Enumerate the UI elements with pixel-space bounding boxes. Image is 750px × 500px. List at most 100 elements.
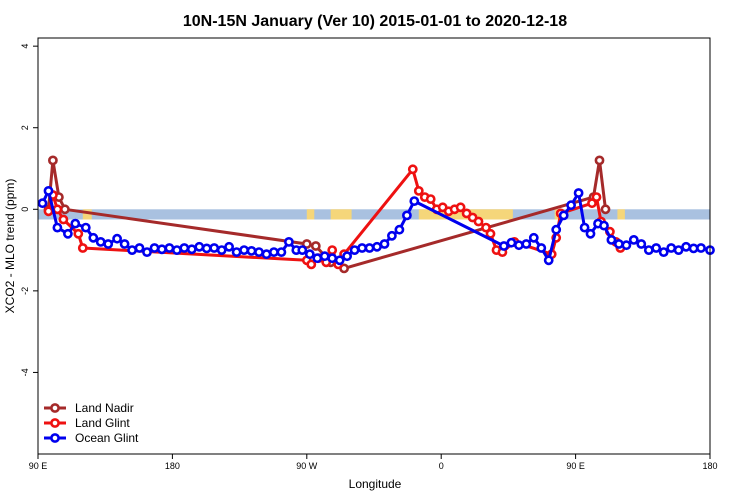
data-point-ocean-glint: [134, 243, 145, 253]
data-point-ocean-glint: [119, 239, 130, 249]
y-tick-label: -4: [20, 368, 30, 376]
data-point-ocean-glint: [372, 241, 382, 252]
data-point-ocean-glint: [43, 185, 54, 196]
data-point-land-glint: [455, 202, 466, 213]
data-point-ocean-glint: [156, 244, 167, 255]
data-point-ocean-glint: [681, 241, 691, 252]
data-point-land-glint: [591, 192, 602, 202]
data-point-land-glint: [587, 198, 597, 209]
data-point-ocean-glint: [276, 247, 287, 257]
legend-label-land-nadir: Land Nadir: [75, 401, 134, 415]
y-tick-label: 2: [20, 125, 30, 130]
data-point-ocean-glint: [216, 245, 227, 255]
data-point-ocean-glint: [95, 236, 106, 247]
data-point-land-nadir: [301, 239, 312, 249]
data-point-ocean-glint: [394, 224, 405, 235]
data-point-ocean-glint: [231, 247, 242, 257]
land-band-segment: [306, 209, 315, 220]
x-tick-label: 90 E: [29, 461, 48, 471]
x-tick-label: 0: [439, 461, 444, 471]
data-point-ocean-glint: [536, 243, 547, 253]
data-point-land-nadir: [60, 204, 70, 215]
data-point-ocean-glint: [164, 243, 175, 253]
land-band-segment: [330, 209, 352, 220]
x-tick-label: 180: [702, 461, 717, 471]
data-point-land-glint: [485, 228, 496, 239]
data-point-ocean-glint: [327, 253, 338, 264]
data-point-ocean-glint: [579, 222, 590, 233]
data-point-ocean-glint: [179, 243, 190, 253]
data-point-ocean-glint: [673, 245, 684, 255]
data-point-ocean-glint: [209, 243, 220, 253]
data-point-land-glint: [77, 243, 88, 253]
data-point-land-glint: [327, 245, 338, 255]
x-tick-label: 90 E: [566, 461, 585, 471]
data-point-ocean-glint: [349, 245, 360, 255]
data-point-ocean-glint: [364, 243, 375, 253]
data-point-ocean-glint: [599, 220, 609, 231]
y-axis: 4 2 0 -2 -4: [20, 44, 38, 376]
data-point-land-nadir: [48, 155, 58, 166]
data-point-ocean-glint: [651, 243, 662, 253]
data-point-ocean-glint: [566, 200, 576, 211]
y-tick-label: 4: [20, 44, 30, 49]
data-point-ocean-glint: [528, 232, 539, 243]
data-point-ocean-glint: [37, 198, 48, 209]
x-axis: 90 E 180 90 W 0 90 E 180: [29, 454, 718, 471]
data-point-ocean-glint: [401, 210, 412, 221]
land-band-segment: [617, 209, 625, 220]
data-point-ocean-glint: [239, 245, 249, 255]
series-ocean-glint: [37, 185, 715, 266]
legend-swatch-marker-land-glint: [50, 418, 60, 428]
data-point-ocean-glint: [658, 247, 669, 257]
data-point-land-glint: [407, 164, 418, 175]
data-point-ocean-glint: [103, 239, 114, 249]
data-point-ocean-glint: [254, 247, 264, 257]
data-point-ocean-glint: [573, 188, 584, 198]
data-point-ocean-glint: [506, 237, 517, 248]
data-point-ocean-glint: [112, 233, 122, 244]
legend-label-land-glint: Land Glint: [75, 416, 130, 430]
data-point-ocean-glint: [521, 239, 532, 249]
y-axis-label: XCO2 - MLO trend (ppm): [3, 179, 17, 314]
data-point-ocean-glint: [379, 239, 390, 249]
data-point-land-glint: [73, 228, 84, 239]
land-band-segment: [82, 209, 92, 220]
data-point-ocean-glint: [606, 234, 617, 245]
data-point-ocean-glint: [297, 245, 308, 255]
data-point-land-nadir: [594, 155, 605, 166]
data-point-land-nadir: [310, 241, 321, 251]
data-point-ocean-glint: [246, 245, 257, 256]
y-tick-label: -2: [20, 287, 30, 295]
x-tick-label: 180: [165, 461, 180, 471]
data-point-ocean-glint: [551, 224, 562, 235]
data-point-land-glint: [473, 216, 484, 227]
data-point-ocean-glint: [186, 244, 197, 255]
legend-swatch-marker-land-nadir: [50, 403, 60, 413]
data-point-land-glint: [58, 214, 69, 225]
data-point-ocean-glint: [514, 240, 524, 251]
data-point-ocean-glint: [334, 255, 345, 266]
data-point-ocean-glint: [585, 228, 596, 239]
data-point-ocean-glint: [283, 236, 294, 247]
series-layer: [37, 155, 715, 274]
data-point-ocean-glint: [621, 240, 632, 251]
data-point-ocean-glint: [558, 210, 569, 221]
x-axis-label: Longitude: [349, 477, 402, 491]
data-point-land-glint: [481, 222, 491, 233]
ocean-band: [38, 209, 710, 220]
legend-swatch-marker-ocean-glint: [50, 433, 60, 443]
data-point-ocean-glint: [628, 234, 639, 245]
data-point-ocean-glint: [312, 253, 323, 264]
data-point-ocean-glint: [543, 255, 554, 266]
data-point-ocean-glint: [52, 222, 63, 233]
data-point-ocean-glint: [70, 218, 81, 229]
data-point-land-glint: [425, 194, 436, 204]
data-point-land-glint: [413, 185, 424, 196]
data-point-ocean-glint: [80, 222, 91, 233]
data-point-ocean-glint: [409, 196, 420, 206]
chart-title: 10N-15N January (Ver 10) 2015-01-01 to 2…: [183, 13, 567, 30]
data-point-ocean-glint: [498, 241, 509, 251]
data-point-ocean-glint: [268, 247, 279, 257]
